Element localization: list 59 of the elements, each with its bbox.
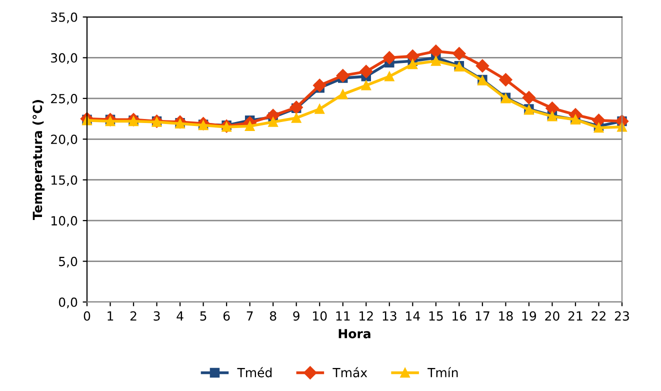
x-tick-label: 17: [476, 311, 490, 321]
x-tick-label: 3: [154, 311, 160, 321]
point: [546, 102, 559, 115]
x-tick-label: 11: [336, 311, 350, 321]
point: [360, 64, 373, 78]
point: [429, 44, 442, 58]
y-tick-label: 25,0: [51, 94, 78, 105]
x-tick-label: 21: [568, 311, 582, 321]
y-tick-label: 35,0: [51, 12, 78, 24]
point: [408, 59, 418, 70]
x-tick-label: 8: [270, 311, 276, 321]
point: [313, 78, 326, 92]
x-tick-label: 22: [592, 311, 606, 321]
y-axis-title: Temperatura (°C): [32, 100, 45, 220]
point: [431, 56, 441, 66]
x-tick-label: 16: [452, 311, 466, 321]
x-tick-label: 2: [130, 311, 136, 321]
x-tick-label: 9: [293, 311, 300, 321]
x-tick-label: 18: [499, 311, 513, 321]
point: [336, 69, 350, 82]
point: [499, 73, 512, 86]
point: [382, 51, 396, 64]
y-tick-label: 0,0: [58, 297, 78, 308]
x-tick-label: 6: [223, 311, 230, 321]
y-tick-label: 20,0: [51, 134, 78, 146]
x-tick-label: 1: [108, 311, 114, 321]
point: [522, 91, 536, 104]
x-tick-label: 19: [522, 311, 536, 321]
y-tick-label: 5,0: [59, 256, 78, 268]
point: [452, 47, 466, 60]
x-tick-label: 13: [382, 311, 396, 321]
point: [314, 104, 324, 114]
point: [290, 100, 303, 114]
x-tick-label: 4: [176, 311, 184, 321]
x-tick-label: 23: [614, 311, 629, 321]
x-tick-label: 15: [429, 311, 443, 321]
y-tick-label: 15,0: [52, 175, 78, 186]
point: [476, 59, 490, 72]
legend-label: Tmín: [428, 367, 458, 378]
x-tick-label: 12: [360, 311, 373, 321]
y-tick-label: 30,0: [51, 53, 78, 64]
x-tick-label: 5: [200, 311, 206, 321]
x-tick-label: 0: [84, 311, 90, 321]
point: [361, 80, 371, 90]
x-tick-label: 10: [313, 311, 327, 321]
point: [268, 117, 278, 127]
x-tick-label: 14: [406, 311, 420, 321]
legend-label: Tmáx: [332, 367, 368, 378]
point: [244, 121, 255, 131]
point: [384, 72, 394, 82]
x-tick-label: 7: [246, 311, 253, 321]
point: [617, 122, 627, 132]
point: [338, 89, 348, 100]
x-axis-title: Hora: [338, 329, 370, 338]
y-tick-label: 10,0: [52, 216, 78, 227]
point: [291, 113, 302, 123]
point: [406, 50, 420, 63]
x-tick-label: 20: [545, 311, 560, 321]
legend-label: Tméd: [237, 367, 272, 378]
